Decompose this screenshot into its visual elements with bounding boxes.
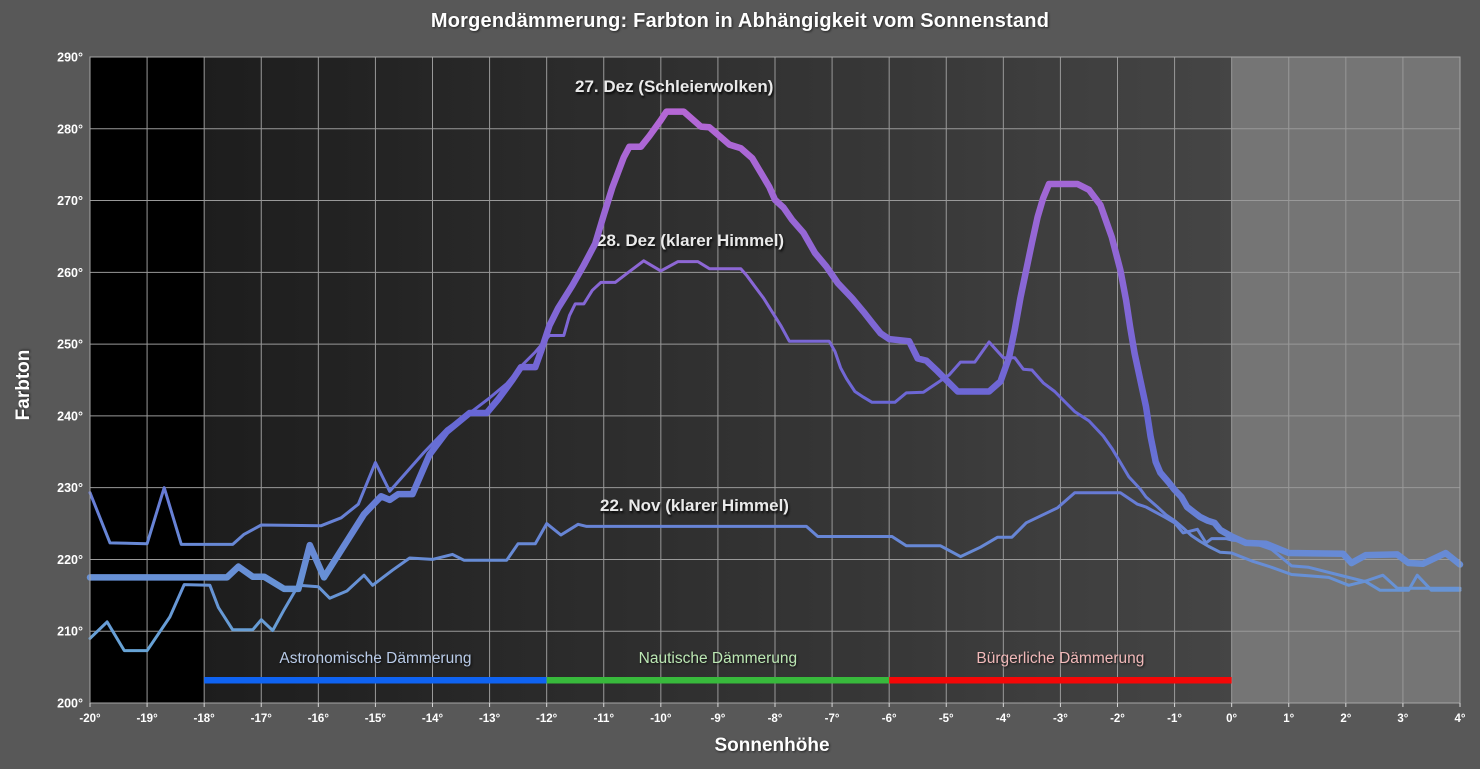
x-tick-label: -19° [136, 713, 158, 725]
twilight-band-label-2: Bürgerliche Dämmerung [976, 650, 1144, 667]
y-tick-label: 270° [57, 194, 83, 208]
y-tick-label: 280° [57, 122, 83, 136]
chart-title: Morgendämmerung: Farbton in Abhängigkeit… [430, 10, 1050, 32]
x-tick-label: 1° [1283, 713, 1294, 725]
x-tick-label: -4° [996, 713, 1011, 725]
x-tick-label: -18° [194, 713, 216, 725]
x-tick-label: -16° [308, 713, 330, 725]
x-tick-label: -1° [1167, 713, 1182, 725]
x-tick-label: -8° [768, 713, 783, 725]
x-tick-label: 2° [1340, 713, 1351, 725]
x-tick-label: -14° [422, 713, 444, 725]
twilight-bar-0 [204, 677, 547, 684]
twilight-band-label-0: Astronomische Dämmerung [279, 650, 471, 667]
twilight-bar-2 [889, 677, 1232, 684]
twilight-bar-1 [546, 677, 890, 684]
series-line-2 [86, 108, 1464, 593]
x-tick-label: -2° [1110, 713, 1125, 725]
x-tick-label: -20° [79, 713, 101, 725]
x-tick-label: 3° [1397, 713, 1408, 725]
x-tick-label: -3° [1053, 713, 1068, 725]
x-tick-label: -17° [251, 713, 273, 725]
y-tick-label: 290° [57, 51, 83, 65]
x-tick-label: -12° [536, 713, 558, 725]
x-tick-label: -10° [650, 713, 672, 725]
x-tick-label: -15° [365, 713, 387, 725]
twilight-band-label-1: Nautische Dämmerung [639, 650, 798, 667]
y-tick-label: 260° [57, 266, 83, 280]
x-tick-label: -11° [593, 713, 614, 725]
y-tick-label: 250° [57, 338, 83, 352]
series-label-1: 28. Dez (klarer Himmel) [597, 231, 784, 250]
series-label-0: 22. Nov (klarer Himmel) [600, 496, 789, 515]
x-axis-title: Sonnenhöhe [714, 735, 830, 756]
x-tick-label: -5° [939, 713, 954, 725]
y-tick-label: 210° [57, 625, 83, 639]
x-tick-label: -13° [479, 713, 501, 725]
x-tick-label: -9° [711, 713, 726, 725]
y-axis-title: Farbton [13, 349, 34, 421]
y-tick-label: 230° [57, 481, 83, 495]
x-tick-label: 0° [1226, 713, 1237, 725]
y-tick-label: 220° [57, 553, 83, 567]
y-tick-label: 200° [57, 697, 83, 711]
x-tick-label: -6° [882, 713, 897, 725]
y-tick-label: 240° [57, 409, 83, 423]
x-tick-label: 4° [1455, 713, 1466, 725]
series-label-2: 27. Dez (Schleierwolken) [575, 77, 773, 96]
x-tick-label: -7° [825, 713, 840, 725]
